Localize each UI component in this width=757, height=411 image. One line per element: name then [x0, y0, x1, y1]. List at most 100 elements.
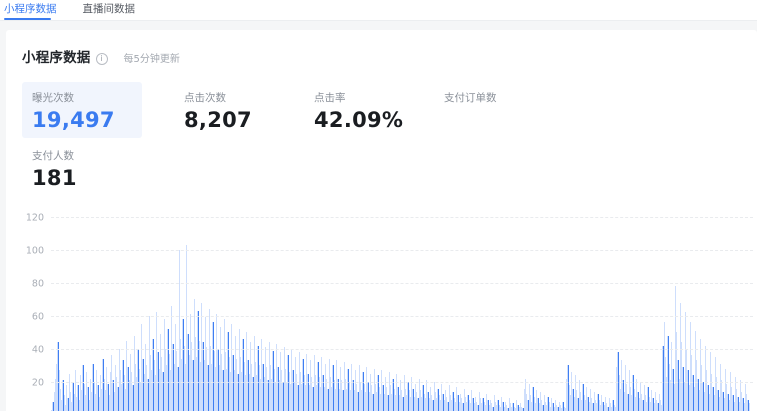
chart-bar[interactable]: [563, 406, 565, 411]
chart-bar[interactable]: [553, 406, 555, 411]
chart-bar[interactable]: [169, 370, 171, 411]
chart-bar[interactable]: [383, 393, 385, 411]
chart-bar[interactable]: [527, 400, 529, 411]
chart-bar[interactable]: [678, 378, 680, 411]
chart-bar[interactable]: [353, 390, 355, 411]
chart-bar[interactable]: [702, 381, 704, 411]
chart-bar[interactable]: [742, 398, 744, 411]
chart-bar[interactable]: [132, 385, 134, 411]
chart-bar[interactable]: [536, 390, 538, 411]
chart-bar[interactable]: [456, 386, 458, 411]
chart-bar[interactable]: [598, 400, 600, 411]
chart-bar[interactable]: [606, 403, 608, 411]
metric-card-paying-users[interactable]: 支付人数 181: [22, 140, 142, 196]
chart-bar[interactable]: [577, 398, 579, 411]
chart-bar[interactable]: [423, 393, 425, 411]
chart-bar[interactable]: [611, 406, 613, 411]
chart-bar[interactable]: [584, 400, 586, 411]
chart-bar[interactable]: [557, 406, 559, 411]
chart-bar[interactable]: [367, 381, 369, 411]
chart-bar[interactable]: [63, 395, 65, 411]
chart-bar[interactable]: [497, 400, 499, 411]
chart-bar[interactable]: [427, 391, 429, 411]
chart-bar[interactable]: [282, 381, 284, 411]
chart-bar[interactable]: [207, 365, 209, 411]
chart-bar[interactable]: [493, 395, 495, 411]
chart-bar[interactable]: [719, 363, 721, 411]
chart-bar[interactable]: [307, 373, 309, 411]
chart-bar[interactable]: [189, 314, 191, 411]
chart-bar[interactable]: [516, 400, 518, 411]
chart-bar[interactable]: [586, 386, 588, 411]
chart-bar[interactable]: [128, 380, 130, 411]
chart-bar[interactable]: [272, 350, 274, 411]
chart-bar[interactable]: [483, 401, 485, 411]
chart-bar[interactable]: [488, 405, 490, 411]
chart-bar[interactable]: [357, 391, 359, 411]
chart-bar[interactable]: [387, 395, 389, 411]
chart-bar[interactable]: [191, 342, 193, 411]
chart-bar[interactable]: [102, 358, 104, 411]
chart-bar[interactable]: [434, 391, 436, 411]
chart-bar[interactable]: [682, 367, 684, 411]
chart-bar[interactable]: [481, 403, 483, 411]
chart-bar[interactable]: [184, 363, 186, 411]
chart-bar[interactable]: [321, 357, 323, 411]
chart-bar[interactable]: [393, 388, 395, 411]
chart-bar[interactable]: [93, 381, 95, 411]
chart-bar[interactable]: [352, 380, 354, 411]
chart-bar[interactable]: [669, 380, 671, 411]
chart-bar[interactable]: [376, 391, 378, 411]
chart-bar[interactable]: [337, 378, 339, 411]
chart-bar[interactable]: [704, 345, 706, 411]
chart-bar[interactable]: [644, 395, 646, 411]
chart-bar[interactable]: [449, 395, 451, 411]
chart-bar[interactable]: [136, 376, 138, 411]
chart-bar[interactable]: [233, 370, 235, 411]
chart-bar[interactable]: [687, 370, 689, 411]
chart-bar[interactable]: [156, 312, 158, 411]
chart-bar[interactable]: [636, 378, 638, 411]
chart-bar[interactable]: [254, 362, 256, 411]
chart-bar[interactable]: [487, 400, 489, 411]
chart-bar[interactable]: [88, 400, 90, 411]
chart-bar[interactable]: [473, 403, 475, 411]
chart-bar[interactable]: [224, 352, 226, 411]
chart-bar[interactable]: [689, 322, 691, 411]
chart-bar[interactable]: [712, 386, 714, 411]
chart-bar[interactable]: [718, 396, 720, 411]
chart-bar[interactable]: [463, 388, 465, 411]
chart-bar[interactable]: [153, 360, 155, 411]
chart-bar[interactable]: [201, 302, 203, 411]
chart-bar[interactable]: [313, 355, 315, 411]
chart-bar[interactable]: [289, 383, 291, 411]
chart-bar[interactable]: [314, 375, 316, 411]
chart-bar[interactable]: [316, 385, 318, 411]
chart-bar[interactable]: [558, 401, 560, 411]
chart-bar[interactable]: [239, 357, 241, 411]
chart-bar[interactable]: [698, 390, 700, 411]
chart-bar[interactable]: [591, 398, 593, 411]
chart-bar[interactable]: [229, 372, 231, 411]
chart-bar[interactable]: [194, 337, 196, 411]
chart-bar[interactable]: [582, 383, 584, 411]
chart-bar[interactable]: [309, 360, 311, 411]
chart-bar[interactable]: [219, 327, 221, 411]
chart-bar[interactable]: [199, 362, 201, 411]
chart-bar[interactable]: [388, 372, 390, 411]
chart-bar[interactable]: [601, 395, 603, 411]
chart-bar[interactable]: [284, 368, 286, 411]
chart-bar[interactable]: [148, 315, 150, 411]
chart-bar[interactable]: [728, 400, 730, 411]
chart-bar[interactable]: [671, 342, 673, 411]
chart-bar[interactable]: [639, 381, 641, 411]
chart-bar[interactable]: [351, 363, 353, 411]
chart-bar[interactable]: [391, 393, 393, 411]
chart-bar[interactable]: [559, 405, 561, 411]
chart-bar[interactable]: [609, 403, 611, 411]
chart-bar[interactable]: [56, 363, 58, 411]
chart-bar[interactable]: [692, 375, 694, 411]
chart-bar[interactable]: [469, 403, 471, 411]
chart-bar[interactable]: [286, 381, 288, 411]
chart-bar[interactable]: [541, 400, 543, 411]
